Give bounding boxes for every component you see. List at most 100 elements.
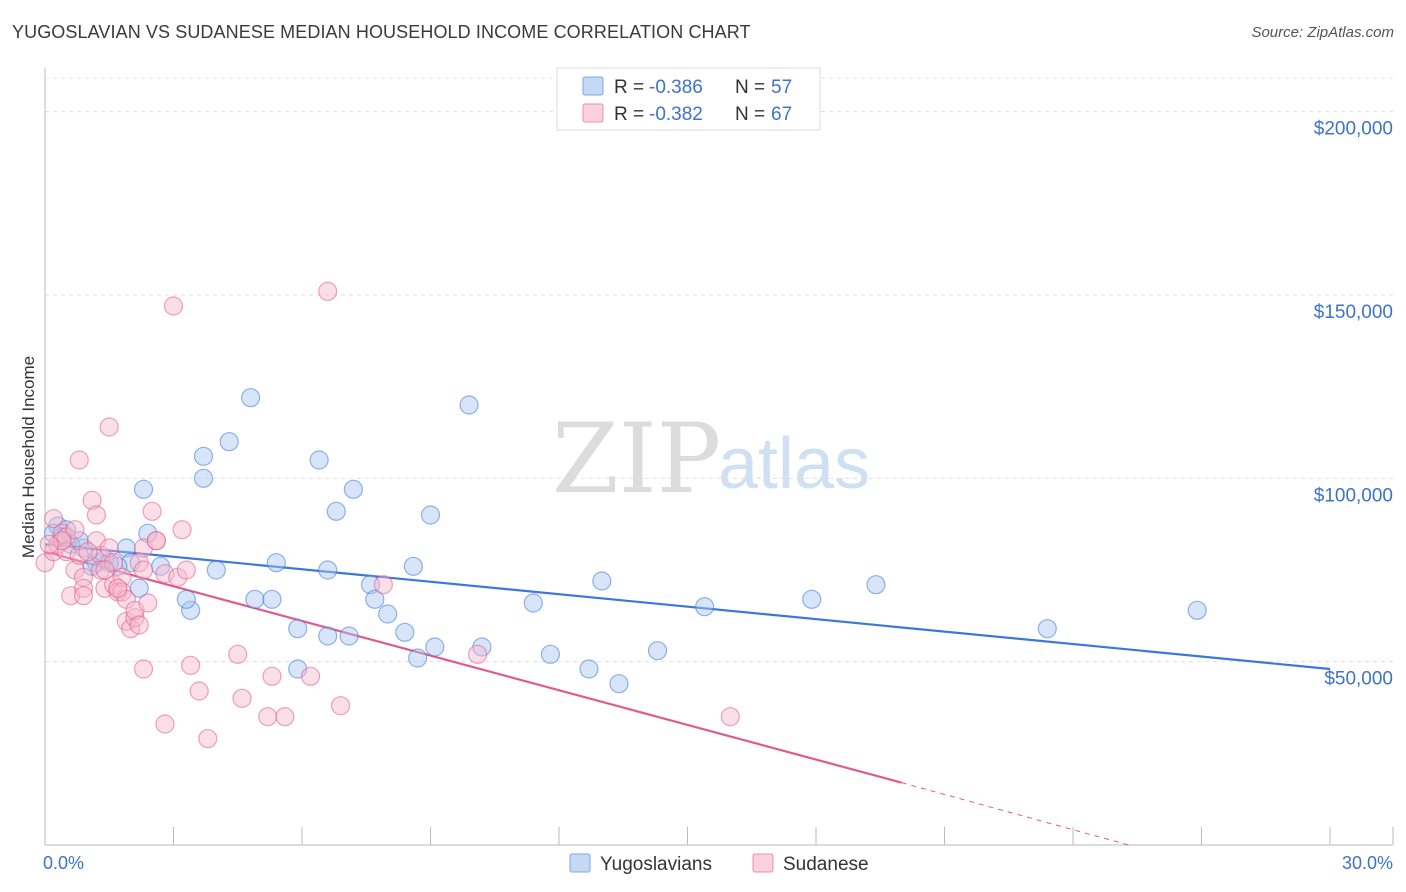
sudanese-point — [133, 659, 154, 679]
yugoslavian-point — [802, 589, 822, 609]
sudanese-point — [108, 578, 128, 598]
yugoslavian-point — [425, 637, 445, 657]
y-tick-label: $100,000 — [1314, 485, 1393, 506]
sudanese-point — [73, 578, 94, 598]
x-tick-label: 0.0% — [43, 853, 84, 873]
sudanese-point — [142, 501, 162, 521]
sudanese-point — [82, 490, 102, 510]
gridlines — [45, 77, 1393, 663]
legend-label-yugoslavians: Yugoslavians — [600, 854, 712, 875]
stats-r-label: R = — [614, 104, 644, 125]
stats-n-value: 57 — [771, 77, 792, 98]
sudanese-point — [262, 666, 282, 686]
y-tick-label: $200,000 — [1314, 119, 1393, 140]
sudanese-point — [99, 417, 119, 437]
sudanese-point — [99, 538, 119, 558]
sudanese-point — [232, 688, 252, 708]
series-legend: Yugoslavians Sudanese — [569, 853, 869, 875]
watermark: ZIP atlas — [552, 403, 870, 515]
axes — [44, 68, 1394, 846]
sudanese-point — [95, 560, 115, 580]
yugoslavian-point — [193, 468, 214, 488]
sudanese-point — [146, 531, 166, 551]
stats-n-label: N = — [735, 104, 765, 125]
stats-swatch-sudanese — [582, 103, 604, 123]
sudanese-point — [155, 714, 175, 734]
yugoslavian-point — [403, 556, 423, 576]
yugoslavian-point — [420, 505, 441, 525]
chart-title: YUGOSLAVIAN VS SUDANESE MEDIAN HOUSEHOLD… — [12, 22, 751, 42]
yugoslavian-point — [133, 479, 154, 499]
yugoslavian-point — [318, 626, 338, 646]
yugoslavian-point — [309, 450, 329, 470]
y-axis-label: Median Household Income — [19, 356, 38, 558]
yugoslavian-point — [523, 593, 543, 613]
legend-label-sudanese: Sudanese — [783, 854, 869, 875]
sudanese-point — [172, 520, 192, 540]
legend-swatch-yugoslavians — [569, 853, 591, 873]
yugoslavian-point — [181, 600, 201, 620]
tick-labels: $50,000 $100,000 $150,000 $200,000 0.0% 30.0% — [43, 119, 1393, 873]
sudanese-point — [52, 531, 72, 551]
yugoslavian-point — [695, 597, 715, 617]
stats-r-value: -0.382 — [649, 104, 703, 125]
data-points — [35, 281, 1207, 749]
sudanese-point — [78, 542, 98, 562]
sudanese-point — [43, 509, 64, 529]
sudanese-point — [86, 505, 107, 525]
yugoslavian-point — [579, 659, 599, 679]
sudanese-point — [300, 666, 321, 686]
stats-r-value: -0.386 — [649, 77, 703, 98]
yugoslavian-point — [241, 388, 261, 408]
yugoslavian-trendline — [44, 543, 1331, 671]
yugoslavian-point — [1037, 619, 1057, 639]
yugoslavian-point — [408, 648, 428, 668]
sudanese-trendline-extension — [901, 782, 1129, 846]
yugoslavian-point — [339, 626, 359, 646]
sudanese-point — [69, 450, 89, 470]
legend-swatch-sudanese — [752, 853, 774, 873]
stats-swatch-yugoslavians — [582, 76, 604, 96]
sudanese-point — [330, 696, 351, 716]
sudanese-point — [720, 707, 740, 727]
sudanese-point — [163, 296, 184, 316]
sudanese-point — [39, 534, 59, 554]
yugoslavian-point — [288, 619, 308, 639]
x-tick-label: 30.0% — [1342, 853, 1393, 873]
watermark-zip: ZIP — [552, 403, 721, 515]
y-tick-label: $50,000 — [1324, 669, 1393, 690]
stats-legend: R = -0.386 N = 57 R = -0.382 N = 67 — [556, 67, 821, 131]
sudanese-point — [56, 542, 77, 562]
yugoslavian-point — [866, 575, 886, 595]
yugoslavian-point — [647, 641, 668, 661]
yugoslavian-point — [378, 604, 398, 624]
sudanese-point — [373, 575, 393, 595]
sudanese-point — [468, 644, 488, 664]
yugoslavian-point — [176, 589, 196, 609]
sudanese-point — [258, 707, 278, 727]
sudanese-point — [189, 681, 209, 701]
yugoslavian-point — [219, 432, 239, 452]
yugoslavian-point — [206, 560, 226, 580]
sudanese-point — [65, 520, 85, 540]
sudanese-point — [228, 644, 248, 664]
sudanese-point — [73, 586, 94, 606]
source-credit: Source: ZipAtlas.com — [1251, 24, 1394, 41]
yugoslavian-point — [116, 538, 136, 558]
watermark-atlas: atlas — [718, 424, 870, 504]
sudanese-point — [112, 567, 132, 587]
sudanese-point — [133, 560, 154, 580]
yugoslavian-point — [540, 644, 561, 664]
stats-n-value: 67 — [771, 104, 792, 125]
sudanese-point — [176, 560, 196, 580]
sudanese-point — [318, 281, 338, 301]
yugoslavian-point — [245, 589, 265, 609]
yugoslavian-point — [592, 571, 612, 591]
sudanese-point — [138, 593, 158, 613]
stats-n-label: N = — [735, 77, 765, 98]
yugoslavian-point — [326, 501, 346, 521]
sudanese-point — [198, 729, 218, 749]
sudanese-point — [275, 707, 295, 727]
stats-r-label: R = — [614, 77, 644, 98]
